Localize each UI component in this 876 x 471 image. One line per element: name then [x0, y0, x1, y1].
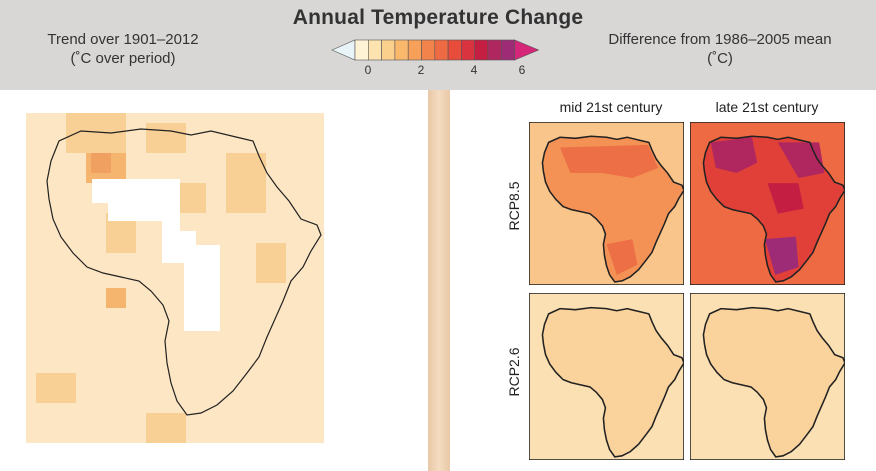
colorbar-segment — [461, 39, 475, 61]
colorbar-segment — [421, 39, 436, 61]
figure-title: Annual Temperature Change — [292, 6, 584, 29]
row-label-rcp85: RCP8.5 — [506, 181, 522, 231]
panel-divider — [428, 90, 450, 471]
row-label-rcp26: RCP2.6 — [506, 347, 522, 397]
hot-zone-northeast — [777, 142, 825, 179]
colorbar-segment — [474, 39, 489, 61]
colorbar-arrow-right — [514, 39, 540, 61]
warm-zone — [560, 144, 659, 179]
warm-cell — [91, 153, 111, 173]
hot-zone-central — [767, 183, 804, 214]
colorbar-segment — [394, 39, 409, 61]
colorbar — [331, 39, 540, 61]
colorbar-tick-6: 6 — [518, 63, 526, 77]
colorbar-segment — [501, 39, 515, 61]
left-header-line1: Trend over 1901–2012 — [47, 31, 199, 48]
rcp26-mid-map — [529, 293, 684, 460]
colorbar-arrow-left — [331, 39, 356, 61]
left-header: Trend over 1901–2012 (˚C over period) — [18, 30, 228, 68]
right-header: Difference from 1986–2005 mean (˚C) — [585, 30, 855, 68]
hot-zone-northwest — [710, 137, 758, 173]
col-title-late: late 21st century — [715, 99, 819, 115]
left-header-line2: (˚C over period) — [70, 50, 176, 67]
colorbar-segment — [447, 39, 462, 61]
colorbar-segment — [407, 39, 422, 61]
colorbar-segment — [381, 39, 396, 61]
hot-zone-south — [764, 236, 799, 275]
warm-zone-south — [606, 239, 638, 275]
right-header-line1: Difference from 1986–2005 mean — [608, 31, 832, 48]
rcp85-late-map — [690, 122, 845, 285]
rcp85-mid-map — [529, 122, 684, 285]
col-title-mid: mid 21st century — [559, 99, 663, 115]
colorbar-tick-4: 4 — [470, 63, 478, 77]
colorbar-segment — [367, 39, 382, 61]
rcp26-late-map — [690, 293, 845, 460]
colorbar-segment — [354, 39, 369, 61]
colorbar-segment — [434, 39, 449, 61]
observed-trend-map — [26, 113, 324, 443]
colorbar-segment — [487, 39, 502, 61]
right-header-line2: (˚C) — [707, 50, 733, 67]
no-data-region — [92, 179, 220, 331]
colorbar-tick-0: 0 — [364, 63, 372, 77]
colorbar-tick-2: 2 — [417, 63, 425, 77]
